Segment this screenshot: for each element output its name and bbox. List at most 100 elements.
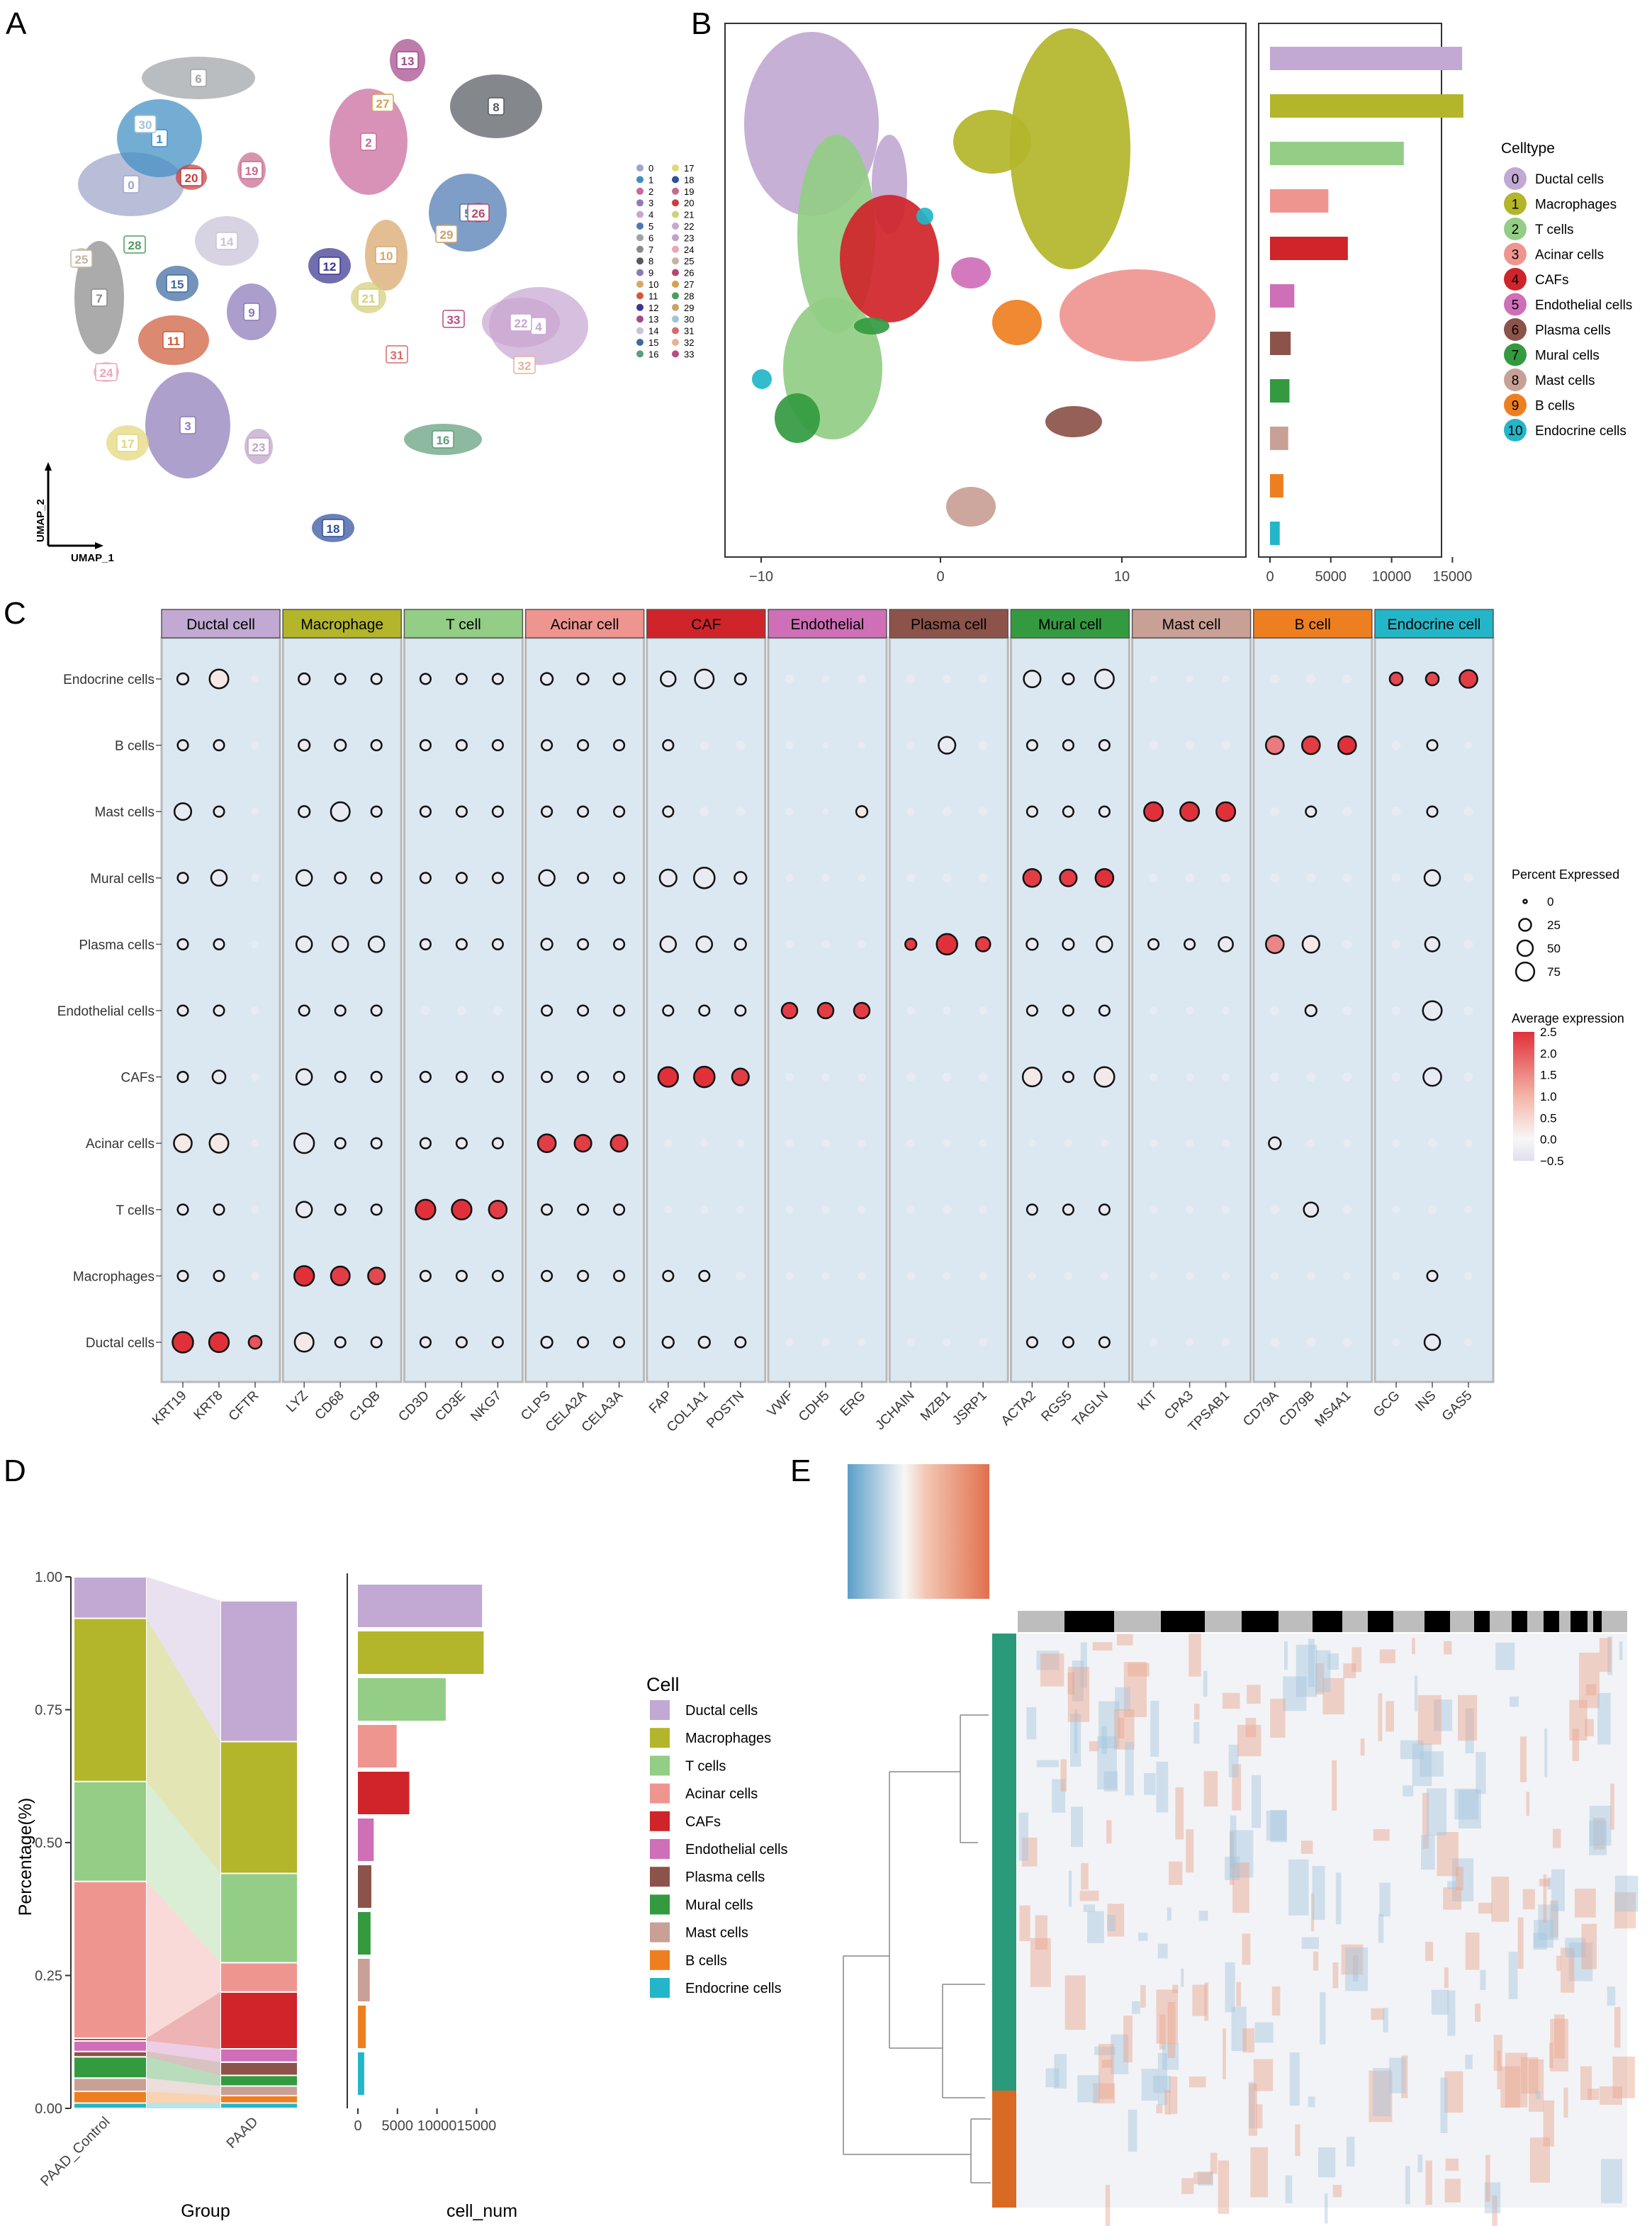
dot (1096, 935, 1113, 953)
heat-cell (1071, 1806, 1084, 1848)
dot (1098, 1203, 1111, 1216)
dot (658, 868, 678, 887)
size-legend-label: 25 (1547, 918, 1561, 932)
heat-cell (1444, 1967, 1449, 1989)
dot (173, 802, 193, 821)
heat-cell (1553, 1828, 1561, 1848)
dot (1186, 1006, 1194, 1015)
heat-cell (1565, 1938, 1586, 1958)
cluster-tag-text-32: 32 (518, 359, 532, 373)
bar-acinar-cells (1270, 189, 1329, 213)
color-tick-label: −0.5 (1540, 1154, 1564, 1168)
heat-cell (1210, 2152, 1218, 2174)
dot (1059, 868, 1078, 887)
cell-num-bar-0 (358, 1585, 483, 1627)
heat-cell (1308, 2096, 1315, 2108)
cluster-tag-text-17: 17 (121, 437, 135, 451)
dot (1463, 873, 1473, 883)
size-legend-dot (1516, 939, 1534, 957)
dot (858, 1271, 866, 1280)
dot (1270, 1205, 1280, 1215)
legend-id: 7 (1512, 349, 1519, 364)
dot (334, 738, 347, 752)
cluster-legend: 0123456789101112131415161718192021222324… (636, 163, 694, 359)
dot (1026, 1004, 1038, 1017)
legend-swatch-1 (650, 1728, 670, 1748)
legend-label-ductal-cells: Ductal cells (685, 1703, 758, 1719)
y-tick-label: 0.75 (35, 1703, 62, 1719)
dot (736, 1139, 745, 1147)
heat-cell (1230, 1830, 1254, 1878)
legend-swatch-6 (650, 1867, 670, 1887)
dot (1391, 806, 1401, 816)
cluster-tag-25 (70, 249, 93, 268)
dot (1186, 1338, 1194, 1347)
facet-title-5: Endothelial (791, 617, 865, 633)
dot (213, 1004, 225, 1017)
gene-label-POSTN: POSTN (704, 1388, 747, 1432)
dot (334, 673, 347, 685)
cluster-tag-32 (513, 356, 536, 374)
dot (173, 1133, 193, 1154)
bar-x-label: cell_num (446, 2201, 517, 2221)
bar-cafs (1270, 237, 1348, 260)
dot (176, 1203, 189, 1216)
dot (1147, 938, 1160, 950)
gene-label-KRT8: KRT8 (191, 1388, 226, 1423)
heat-cell (1529, 2059, 1544, 2112)
legend-label-0: 0 (648, 163, 653, 174)
dot (295, 1201, 313, 1219)
dot (457, 1006, 466, 1016)
heat-cell (1159, 2014, 1166, 2050)
heat-cell (1313, 1951, 1319, 1971)
heat-cell (1253, 2059, 1274, 2091)
heat-cell (1156, 1989, 1179, 2044)
dot (613, 1004, 626, 1017)
heat-cell (1223, 2028, 1226, 2080)
heat-cell (1107, 1904, 1125, 1937)
heat-cell (1132, 2001, 1140, 2014)
heat-cell (1378, 1913, 1384, 1943)
legend-label-4: 4 (648, 210, 653, 220)
dot (1062, 672, 1075, 686)
heat-cell (1103, 1771, 1118, 1792)
heat-cell (1389, 2057, 1406, 2093)
dot (978, 741, 988, 750)
heat-cell (1500, 2066, 1521, 2108)
heat-cell (1607, 1986, 1616, 2006)
dot (1306, 1337, 1316, 1347)
heat-cell (1167, 2001, 1176, 2058)
heat-cell (1225, 1856, 1240, 1880)
dot (1028, 1271, 1036, 1280)
cluster-tag-6 (190, 69, 207, 87)
heat-cell (1308, 1638, 1315, 1687)
heat-cell (1193, 1721, 1200, 1744)
dot (821, 1073, 830, 1081)
dot (979, 1139, 987, 1147)
umap-b-region-11 (946, 487, 996, 527)
cluster-tag-text-21: 21 (362, 292, 376, 305)
dot (370, 1336, 383, 1349)
dot (943, 675, 952, 683)
dot (822, 675, 829, 682)
legend-label-acinar-cells: Acinar cells (1535, 248, 1604, 263)
heat-cell (1101, 2059, 1113, 2068)
umap-b-region-15 (854, 317, 889, 335)
dot (1021, 1067, 1043, 1088)
dot (700, 1205, 709, 1214)
heat-cell (1270, 1698, 1286, 1738)
heat-cell (1172, 1984, 1179, 1994)
dot (370, 805, 383, 818)
dot (455, 739, 468, 752)
heat-cell (1327, 1653, 1339, 1670)
heat-cell (1600, 2086, 1623, 2105)
legend-label-b-cells: B cells (685, 1953, 727, 1969)
facet-title-4: CAF (691, 617, 721, 633)
dot (1149, 873, 1158, 883)
dot (491, 673, 504, 685)
dot (541, 1004, 554, 1017)
heat-cell (1018, 1812, 1029, 1861)
heat-cell (1549, 2042, 1553, 2069)
heat-cell (1425, 2160, 1432, 2205)
dot (1300, 735, 1321, 755)
